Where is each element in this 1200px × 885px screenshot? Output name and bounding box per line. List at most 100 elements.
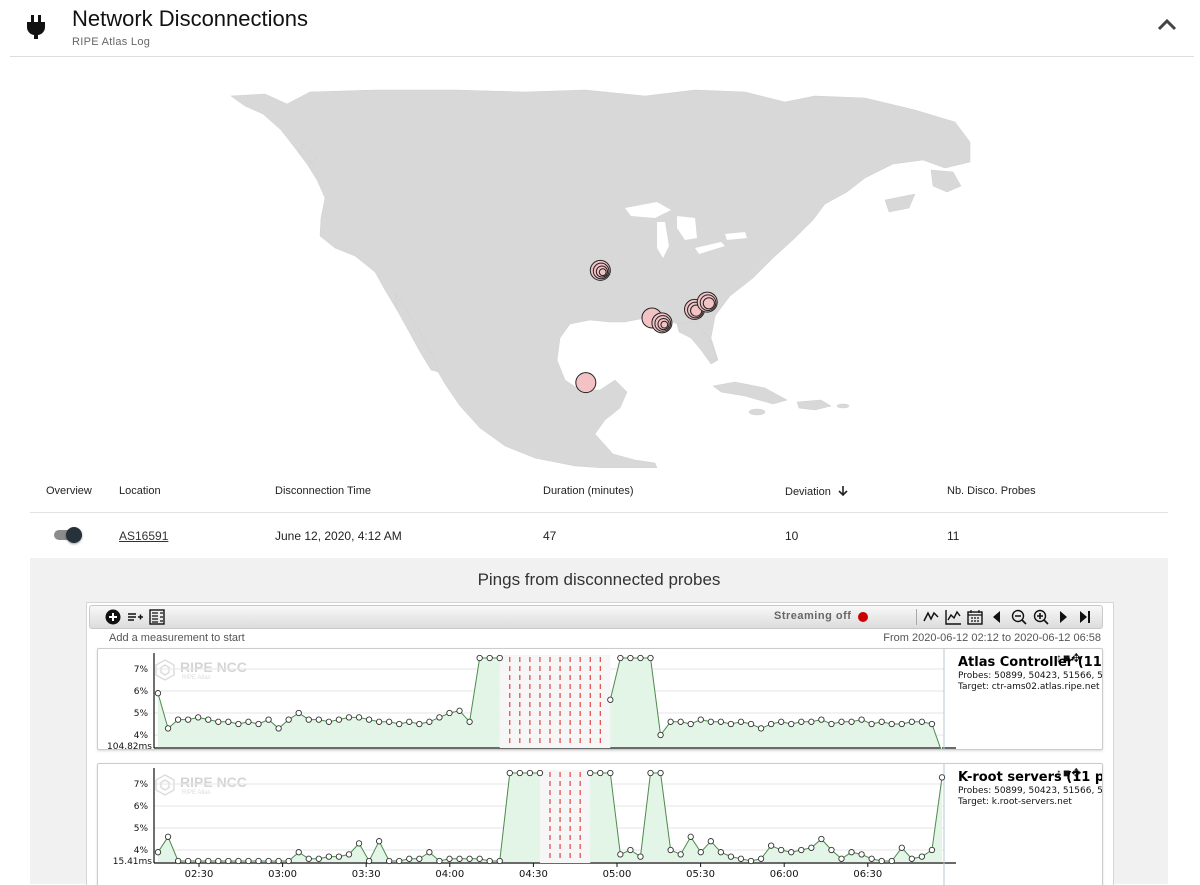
data-point <box>486 654 493 662</box>
data-point <box>828 846 835 854</box>
skip-end-icon[interactable] <box>1076 608 1094 626</box>
data-point <box>275 857 282 865</box>
probe-cluster[interactable] <box>589 259 611 281</box>
data-point <box>235 857 242 865</box>
data-point <box>667 846 674 854</box>
data-point <box>858 716 865 723</box>
col-disconnection-time[interactable]: Disconnection Time <box>275 485 371 497</box>
data-point <box>466 718 473 725</box>
cell-deviation: 10 <box>785 529 799 543</box>
data-point <box>295 849 302 856</box>
data-point <box>707 838 714 845</box>
latency-chart-0[interactable]: 7% 6% 5% 4%104.82ms <box>98 649 1102 749</box>
col-overview[interactable]: Overview <box>46 485 92 497</box>
land-vancouver-island <box>298 143 318 165</box>
data-point <box>928 846 936 854</box>
arrow-left-icon[interactable] <box>988 608 1006 626</box>
disconnection-map[interactable] <box>225 88 985 468</box>
data-point <box>868 855 875 862</box>
data-point <box>285 716 292 723</box>
data-point <box>255 720 262 728</box>
move-icon[interactable]: ↕ <box>1056 766 1063 780</box>
chevron-up-icon[interactable] <box>1156 14 1178 36</box>
data-point <box>808 718 815 725</box>
data-point <box>647 654 654 662</box>
data-point <box>808 844 815 851</box>
cell-nb-probes: 11 <box>947 529 960 543</box>
data-point <box>215 718 222 725</box>
trash-icon[interactable]: ■ <box>1063 766 1072 780</box>
data-point <box>265 716 272 723</box>
add-line-icon[interactable] <box>126 608 144 626</box>
data-point <box>164 725 172 732</box>
move-icon[interactable]: ↕ <box>1056 651 1063 665</box>
col-duration[interactable]: Duration (minutes) <box>543 485 634 497</box>
data-point <box>898 844 905 851</box>
x-tick-label: 06:00 <box>770 869 799 880</box>
data-point <box>446 855 453 862</box>
data-point <box>677 851 684 858</box>
arrow-right-icon[interactable] <box>1054 608 1072 626</box>
line-chart-icon[interactable] <box>922 608 940 626</box>
lake-huron <box>677 216 697 240</box>
drag-icon[interactable]: ✥ <box>1071 651 1083 665</box>
data-point <box>757 725 765 732</box>
data-point <box>205 716 212 723</box>
chart-probes: Probes: 50899, 50423, 51566, 50172, 5434… <box>958 671 1103 681</box>
data-point <box>325 853 333 860</box>
zoom-out-icon[interactable] <box>1010 608 1028 626</box>
add-circle-icon[interactable] <box>104 608 122 626</box>
calendar-icon[interactable] <box>966 608 984 626</box>
data-point <box>778 846 785 854</box>
watermark-sub: RIPE Atlas <box>182 675 211 681</box>
data-point <box>737 855 745 862</box>
data-point <box>174 716 182 723</box>
data-point <box>446 709 453 717</box>
data-point <box>687 720 694 728</box>
data-point <box>496 857 503 865</box>
x-tick-label: 03:00 <box>268 869 297 880</box>
area-chart-icon[interactable] <box>944 608 962 626</box>
latency-chart-1[interactable]: 7% 6% 5% 4%15.41ms 02:30 03:00 03:30 04:00 04:30… <box>98 764 1102 885</box>
data-point <box>275 725 282 732</box>
latencymon-widget: Streaming off <box>86 602 1114 885</box>
chart-k-root[interactable]: RIPE NCC RIPE Atlas 7% 6% 5% 4% 15.41ms 02:30… <box>97 763 1103 885</box>
cell-duration: 47 <box>543 529 557 543</box>
chart-atlas-controller[interactable]: RIPE NCC RIPE Atlas 7% 6% 5% 4% 104.82ms ↕■✥… <box>97 648 1103 750</box>
drag-icon[interactable]: ✥ <box>1071 766 1083 780</box>
watermark-main: RIPE NCC <box>180 774 247 790</box>
data-point <box>235 720 242 728</box>
data-point <box>456 855 463 862</box>
overview-toggle[interactable] <box>54 527 84 543</box>
data-point <box>888 857 895 865</box>
x-tick-label: 06:30 <box>853 869 882 880</box>
probe-cluster[interactable] <box>696 291 718 313</box>
data-point <box>456 707 463 714</box>
zoom-in-icon[interactable] <box>1032 608 1050 626</box>
data-point <box>788 849 795 856</box>
data-point <box>717 849 725 856</box>
probe-markers[interactable] <box>575 259 718 394</box>
data-point <box>426 849 433 856</box>
data-point <box>727 720 735 728</box>
data-point <box>637 853 644 860</box>
probe-cluster[interactable] <box>575 372 597 394</box>
table-row[interactable]: AS16591 June 12, 2020, 4:12 AM 47 10 11 <box>30 512 1168 558</box>
data-point <box>778 718 785 725</box>
col-nb-probes[interactable]: Nb. Disco. Probes <box>947 485 1036 497</box>
data-point <box>898 720 905 728</box>
data-point <box>355 840 363 847</box>
record-icon[interactable] <box>858 612 868 622</box>
data-point <box>908 855 915 862</box>
land-puerto-rico <box>836 403 850 409</box>
col-location[interactable]: Location <box>119 485 161 497</box>
location-link[interactable]: AS16591 <box>119 529 169 543</box>
col-deviation[interactable]: Deviation <box>785 485 849 498</box>
trash-icon[interactable]: ■ <box>1063 651 1072 665</box>
data-point <box>225 857 232 865</box>
probe-cluster[interactable] <box>651 312 673 334</box>
group-icon[interactable] <box>148 608 166 626</box>
land-florida <box>676 321 718 365</box>
data-point <box>255 857 262 865</box>
data-point <box>305 716 312 723</box>
